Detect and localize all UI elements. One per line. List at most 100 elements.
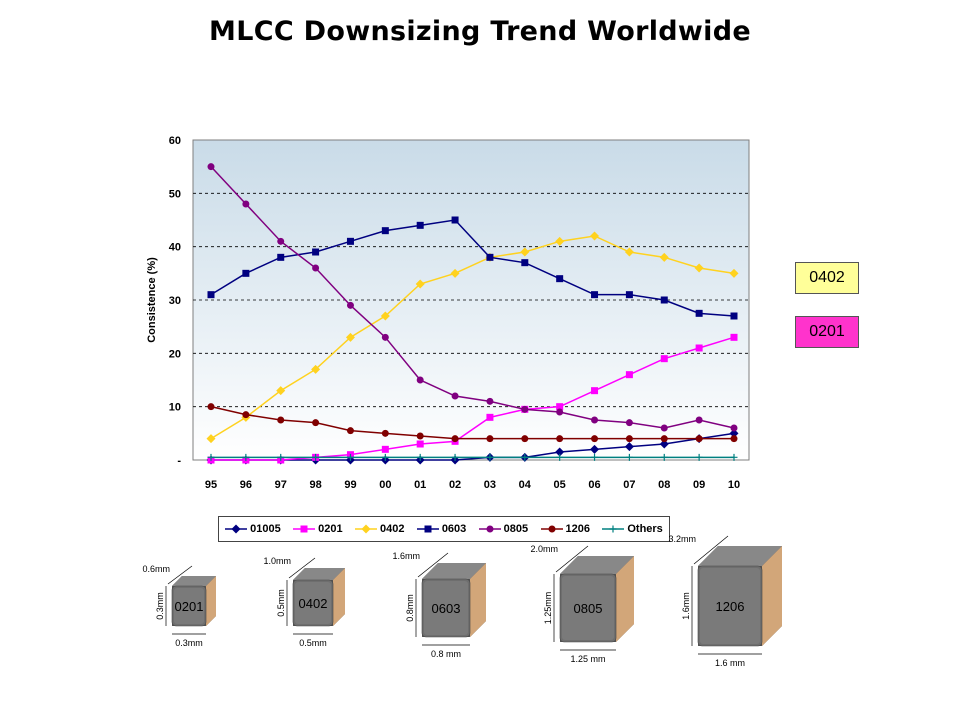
data-point — [625, 291, 633, 299]
data-point — [207, 403, 215, 411]
data-point — [521, 405, 529, 413]
series-1206 — [207, 403, 738, 443]
legend-swatch — [225, 524, 248, 534]
data-point — [591, 387, 599, 395]
data-point — [556, 408, 564, 416]
chip-side-dim: 1.25mm — [543, 592, 553, 625]
chip-label: 1206 — [716, 599, 745, 614]
data-point — [416, 453, 424, 461]
data-point — [625, 371, 633, 379]
legend-item: 0402 — [354, 523, 404, 535]
data-point — [590, 231, 600, 241]
data-point — [312, 419, 320, 427]
data-point — [520, 247, 530, 257]
data-point — [625, 453, 633, 461]
data-point — [730, 312, 738, 320]
data-point — [486, 435, 494, 443]
data-point — [695, 344, 703, 352]
data-point — [556, 435, 564, 443]
chip-0603: 0603 1.6mm 0.8mm 0.8 mm — [392, 551, 486, 659]
chip-label: 0402 — [299, 596, 328, 611]
data-point — [416, 432, 424, 440]
x-tick-label: 03 — [484, 479, 496, 491]
data-point — [207, 453, 215, 461]
data-point — [591, 435, 599, 443]
data-point — [521, 259, 529, 267]
data-point — [312, 453, 320, 461]
callout-0402-label: 0402 — [809, 269, 845, 286]
y-tick-label: 60 — [169, 135, 181, 147]
data-point — [416, 221, 424, 229]
data-point — [730, 435, 738, 443]
x-tick-label: 01 — [414, 479, 426, 491]
chart-legend: 01005 0201 0402 0603 0805 1206 Others — [218, 516, 670, 542]
data-point — [591, 291, 599, 299]
data-point — [695, 309, 703, 317]
data-point — [660, 435, 668, 443]
x-tick-label: 06 — [588, 479, 600, 491]
page-title: MLCC Downsizing Trend Worldwide — [209, 16, 751, 47]
data-point — [730, 424, 738, 432]
legend-label: Others — [627, 523, 663, 535]
chip-0805: 0805 2.0mm 1.25mm 1.25 mm — [530, 544, 634, 664]
legend-item: 0603 — [416, 523, 467, 535]
chip-1206: 1206 3.2mm 1.6mm 1.6 mm — [668, 534, 782, 668]
data-point — [242, 453, 250, 461]
x-tick-label: 10 — [728, 479, 740, 491]
data-point — [312, 264, 320, 272]
legend-swatch — [354, 524, 377, 534]
legend-label: 0201 — [318, 523, 343, 535]
data-point — [207, 163, 215, 171]
chip-bottom-dim: 0.3mm — [175, 638, 203, 648]
x-tick-label: 00 — [379, 479, 391, 491]
data-point — [660, 424, 668, 432]
y-tick-label: 40 — [169, 242, 181, 254]
data-point — [695, 435, 703, 443]
data-point — [521, 453, 529, 461]
data-point — [450, 268, 460, 278]
legend-label: 01005 — [250, 523, 281, 535]
x-tick-label: 08 — [658, 479, 670, 491]
data-point — [591, 416, 599, 424]
data-point — [590, 444, 600, 454]
chip-side-dim: 0.8mm — [405, 594, 415, 622]
data-point — [660, 453, 668, 461]
data-point — [451, 435, 459, 443]
chip-top-dim: 1.0mm — [263, 556, 291, 566]
data-point — [556, 275, 564, 283]
x-tick-label: 98 — [309, 479, 321, 491]
y-tick-label: 30 — [169, 295, 181, 307]
y-tick-label: 50 — [169, 188, 181, 200]
data-point — [242, 200, 250, 208]
data-point — [694, 263, 704, 273]
data-point — [415, 279, 425, 289]
data-point — [486, 397, 494, 405]
legend-swatch — [478, 525, 501, 533]
chip-label: 0603 — [432, 601, 461, 616]
data-point — [346, 453, 354, 461]
data-point — [381, 453, 389, 461]
x-tick-label: 96 — [240, 479, 252, 491]
series-Others — [207, 453, 738, 461]
series-line — [211, 432, 735, 461]
data-point — [416, 440, 424, 448]
legend-item: 01005 — [225, 523, 281, 535]
data-point — [346, 301, 354, 309]
legend-item: Others — [602, 523, 663, 535]
data-point — [381, 445, 389, 453]
data-point — [242, 269, 250, 277]
data-point — [451, 216, 459, 224]
data-point — [556, 403, 564, 411]
y-tick-label: 20 — [169, 348, 181, 360]
data-point — [521, 435, 529, 443]
chip-label: 0201 — [175, 599, 204, 614]
y-tick-label: 10 — [169, 402, 181, 414]
data-point — [311, 364, 321, 374]
y-axis-label: Consistence (%) — [146, 257, 158, 343]
callout-0402: 0402 — [795, 262, 859, 294]
data-point — [659, 252, 669, 262]
data-point — [625, 435, 633, 443]
data-point — [625, 419, 633, 427]
legend-label: 0603 — [441, 523, 467, 535]
data-point — [730, 453, 738, 461]
